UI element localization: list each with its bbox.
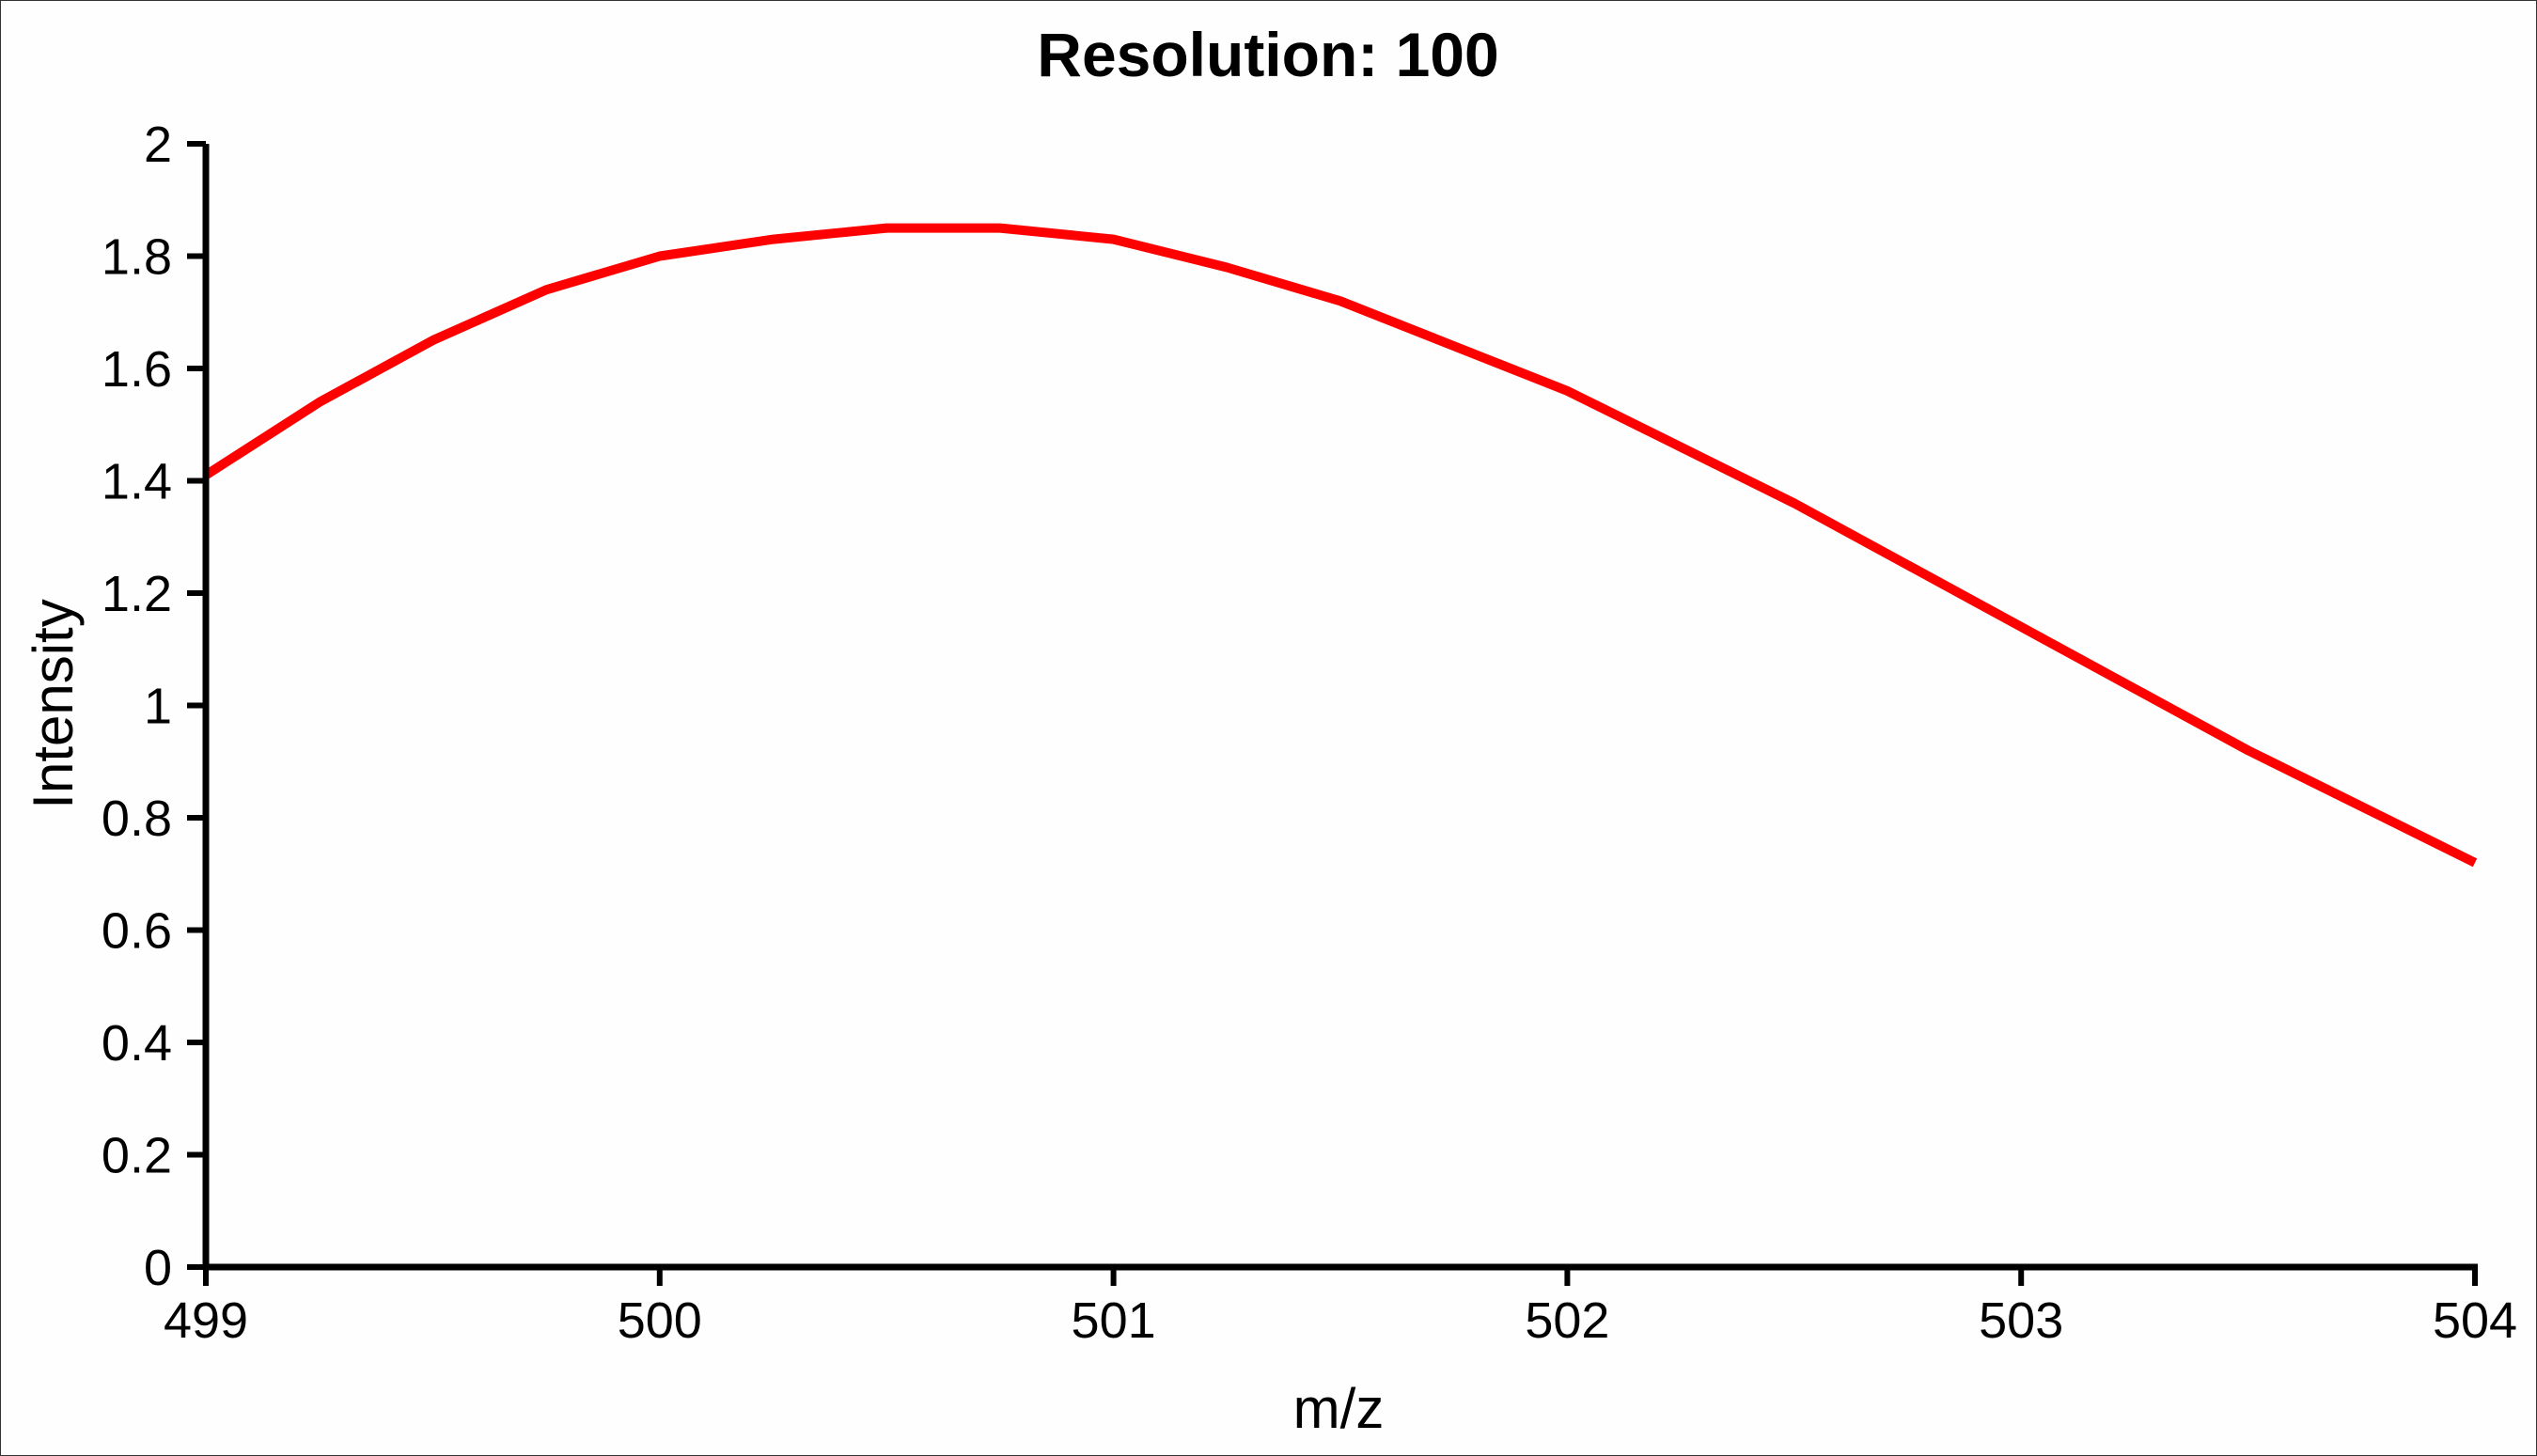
x-tick-label: 499 bbox=[164, 1292, 248, 1349]
x-tick-label: 503 bbox=[1979, 1292, 2063, 1349]
y-tick-label: 2 bbox=[144, 117, 172, 173]
x-tick-label: 502 bbox=[1525, 1292, 1609, 1349]
x-tick-label: 500 bbox=[618, 1292, 702, 1349]
y-axis-ticks: 0 0.2 0.4 0.6 0.8 1 1.2 1.4 1.6 1.8 2 bbox=[102, 117, 206, 1296]
y-tick-label: 1.8 bbox=[102, 229, 172, 286]
y-tick-label: 0.4 bbox=[102, 1015, 172, 1072]
y-tick-label: 1.4 bbox=[102, 454, 172, 510]
x-tick-label: 504 bbox=[2433, 1292, 2517, 1349]
x-axis-label: m/z bbox=[1293, 1377, 1385, 1440]
chart-title: Resolution: 100 bbox=[1037, 20, 1498, 89]
y-axis-label: Intensity bbox=[22, 599, 85, 808]
y-tick-label: 1.6 bbox=[102, 341, 172, 398]
y-tick-label: 0.2 bbox=[102, 1128, 172, 1184]
y-tick-label: 0.8 bbox=[102, 791, 172, 847]
y-tick-label: 1.2 bbox=[102, 566, 172, 622]
plot-series bbox=[203, 223, 2478, 868]
y-tick-label: 0.6 bbox=[102, 903, 172, 960]
y-tick-label: 1 bbox=[144, 679, 172, 735]
series-line-0 bbox=[203, 223, 2478, 868]
axes bbox=[202, 144, 2478, 1271]
x-tick-label: 501 bbox=[1072, 1292, 1156, 1349]
x-axis-ticks: 499 500 501 502 503 504 bbox=[164, 1267, 2517, 1349]
y-tick-label: 0 bbox=[144, 1240, 172, 1296]
